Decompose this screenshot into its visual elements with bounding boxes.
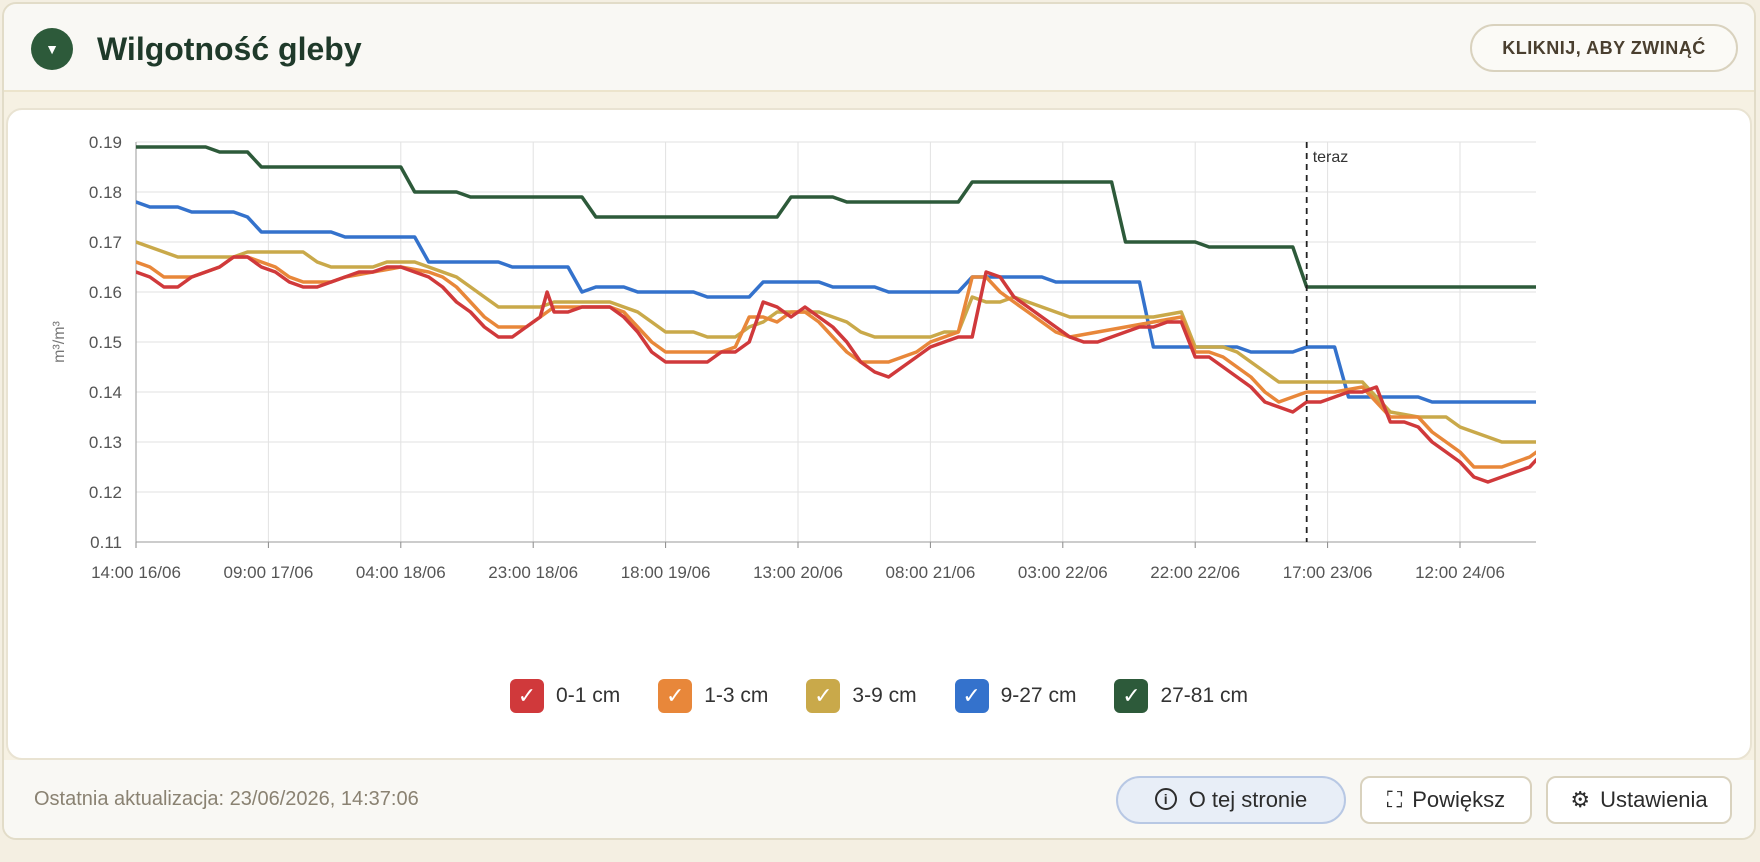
soil-moisture-chart: 0.19 0.18 0.17 0.16 0.15 0.14 0.13 0.12 0.11 14:0… bbox=[51, 133, 1536, 582]
zoom-button-label: Powiększ bbox=[1412, 787, 1506, 812]
x-tick-label: 18:00 19/06 bbox=[621, 563, 711, 582]
x-tick-label: 22:00 22/06 bbox=[1150, 563, 1240, 582]
zoom-button[interactable]: ⛶ Powiększ bbox=[1360, 776, 1532, 824]
y-tick-label: 0.11 bbox=[90, 533, 122, 552]
y-tick-label: 0.18 bbox=[89, 183, 122, 202]
x-tick-label: 14:00 16/06 bbox=[91, 563, 181, 582]
x-tick-label: 23:00 18/06 bbox=[488, 563, 578, 582]
legend-item[interactable]: ✓ 3-9 cm bbox=[806, 679, 917, 713]
legend-label: 9-27 cm bbox=[1000, 684, 1077, 707]
series-line-0-1cm bbox=[136, 255, 1536, 484]
legend-label: 3-9 cm bbox=[852, 684, 917, 707]
legend-label: 0-1 cm bbox=[556, 684, 621, 707]
x-tick-label: 04:00 18/06 bbox=[356, 563, 446, 582]
series-line-9-27cm bbox=[136, 200, 1536, 404]
checkbox-icon[interactable]: ✓ bbox=[658, 679, 693, 713]
y-tick-label: 0.19 bbox=[89, 133, 122, 152]
panel-footer: Ostatnia aktualizacja: 23/06/2026, 14:37… bbox=[4, 760, 1754, 838]
x-tick-label: 12:00 24/06 bbox=[1415, 563, 1505, 582]
now-marker-label: teraz bbox=[1313, 149, 1349, 166]
settings-button[interactable]: ⚙ Ustawienia bbox=[1546, 776, 1732, 824]
about-button[interactable]: i O tej stronie bbox=[1116, 776, 1346, 824]
triangle-down-icon[interactable]: ▼ bbox=[31, 28, 73, 70]
chart-card: 0.19 0.18 0.17 0.16 0.15 0.14 0.13 0.12 0.11 14:0… bbox=[6, 108, 1752, 760]
info-icon: i bbox=[1154, 788, 1177, 811]
y-tick-label: 0.16 bbox=[89, 283, 122, 302]
x-tick-label: 17:00 23/06 bbox=[1283, 563, 1373, 582]
y-tick-label: 0.17 bbox=[89, 233, 122, 252]
last-update-text: Ostatnia aktualizacja: 23/06/2026, 14:37… bbox=[34, 788, 419, 810]
page-title: Wilgotność gleby bbox=[97, 31, 362, 67]
legend-label: 1-3 cm bbox=[704, 684, 769, 707]
y-tick-label: 0.15 bbox=[89, 333, 122, 352]
settings-button-label: Ustawienia bbox=[1600, 787, 1708, 812]
y-tick-label: 0.14 bbox=[89, 383, 122, 402]
expand-icon: ⛶ bbox=[1386, 787, 1403, 812]
checkbox-icon[interactable]: ✓ bbox=[954, 679, 989, 713]
x-tick-label: 13:00 20/06 bbox=[753, 563, 843, 582]
soil-moisture-panel: ▼ Wilgotność gleby KLIKNIJ, ABY ZWINĄĆ 0… bbox=[2, 2, 1756, 840]
checkbox-icon[interactable]: ✓ bbox=[510, 679, 545, 713]
panel-header: ▼ Wilgotność gleby KLIKNIJ, ABY ZWINĄĆ bbox=[4, 4, 1754, 92]
series-line-27-81cm bbox=[136, 145, 1536, 289]
series-line-3-9cm bbox=[136, 240, 1536, 444]
legend-item[interactable]: ✓ 1-3 cm bbox=[658, 679, 768, 713]
y-tick-label: 0.13 bbox=[89, 433, 122, 452]
x-tick-label: 09:00 17/06 bbox=[223, 563, 313, 582]
x-tick-label: 03:00 22/06 bbox=[1018, 563, 1108, 582]
legend-item[interactable]: ✓ 0-1 cm bbox=[510, 679, 620, 713]
chart-legend: ✓ 0-1 cm ✓ 1-3 cm ✓ 3-9 cm ✓ 9-27 cm ✓ 27-81 cm bbox=[8, 676, 1750, 716]
about-button-label: O tej stronie bbox=[1188, 787, 1308, 812]
y-tick-label: 0.12 bbox=[89, 483, 122, 502]
legend-item[interactable]: ✓ 9-27 cm bbox=[954, 679, 1077, 713]
checkbox-icon[interactable]: ✓ bbox=[806, 679, 841, 713]
gear-icon: ⚙ bbox=[1570, 787, 1591, 812]
x-tick-label: 08:00 21/06 bbox=[885, 563, 975, 582]
legend-item[interactable]: ✓ 27-81 cm bbox=[1114, 679, 1248, 713]
checkbox-icon[interactable]: ✓ bbox=[1114, 679, 1149, 713]
collapse-button[interactable]: KLIKNIJ, ABY ZWINĄĆ bbox=[1470, 24, 1738, 72]
y-axis-label: m³/m³ bbox=[51, 320, 68, 362]
legend-label: 27-81 cm bbox=[1160, 684, 1248, 707]
